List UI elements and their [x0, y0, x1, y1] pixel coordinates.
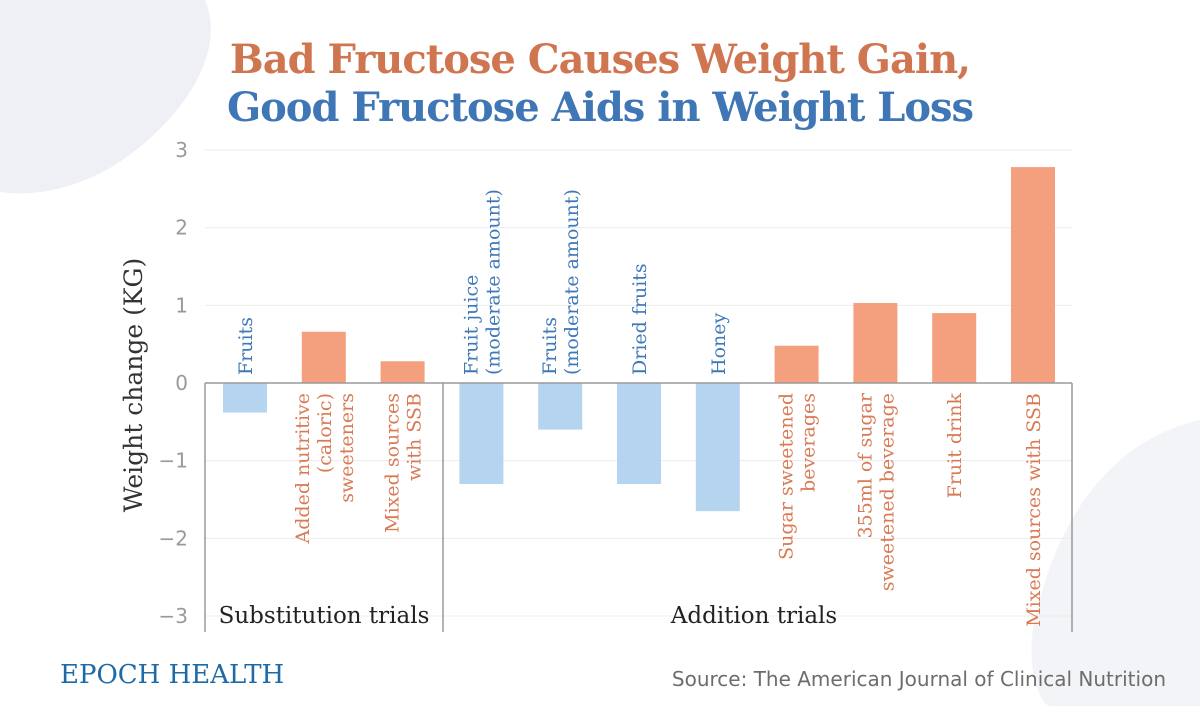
category-label: (caloric) [314, 393, 336, 473]
group-label: Substitution trials [219, 603, 430, 629]
category-label: Dried fruits [629, 263, 651, 375]
y-axis-title: Weight change (KG) [119, 258, 148, 513]
bar [617, 383, 661, 484]
bar [932, 313, 977, 383]
y-tick-label: 1 [175, 293, 188, 317]
category-label: Mixed sources with SSB [1023, 393, 1045, 627]
bar [459, 383, 504, 484]
category-label: Fruit juice [460, 275, 482, 375]
y-tick-label: −2 [159, 526, 188, 550]
category-label: Fruit drink [944, 393, 966, 499]
category-label: Mixed sources [382, 393, 404, 533]
category-label: (moderate amount) [561, 189, 583, 375]
chart-title-line-2: Good Fructose Aids in Weight Loss [226, 84, 974, 131]
y-tick-label: 2 [175, 216, 188, 240]
bar [301, 331, 346, 383]
category-label: beverages [798, 393, 820, 492]
category-label: Honey [708, 313, 730, 375]
y-tick-label: −3 [159, 604, 188, 628]
category-label: Fruits [539, 317, 561, 375]
bar [223, 383, 267, 413]
bar [695, 383, 740, 512]
bar [774, 345, 819, 383]
y-tick-label: 0 [175, 371, 188, 395]
category-label: 355ml of sugar [854, 392, 876, 538]
category-label: with SSB [404, 393, 426, 481]
category-label: (moderate amount) [482, 189, 504, 375]
brand-logo-text: EPOCH HEALTH [60, 660, 285, 690]
category-label: Added nutritive [292, 393, 314, 544]
category-label: Fruits [235, 317, 257, 375]
group-label: Addition trials [670, 603, 837, 629]
category-label: sweeteners [336, 393, 358, 503]
chart-title-line-1: Bad Fructose Causes Weight Gain, [229, 36, 971, 83]
bar [853, 303, 898, 383]
category-label: sweetened beverage [876, 393, 898, 591]
y-tick-label: 3 [175, 138, 188, 162]
bar [380, 361, 425, 383]
source-citation: Source: The American Journal of Clinical… [671, 667, 1166, 691]
y-tick-label: −1 [159, 449, 188, 473]
bar [538, 383, 583, 430]
bar [1011, 167, 1055, 383]
category-label: Sugar sweetened [776, 393, 798, 560]
